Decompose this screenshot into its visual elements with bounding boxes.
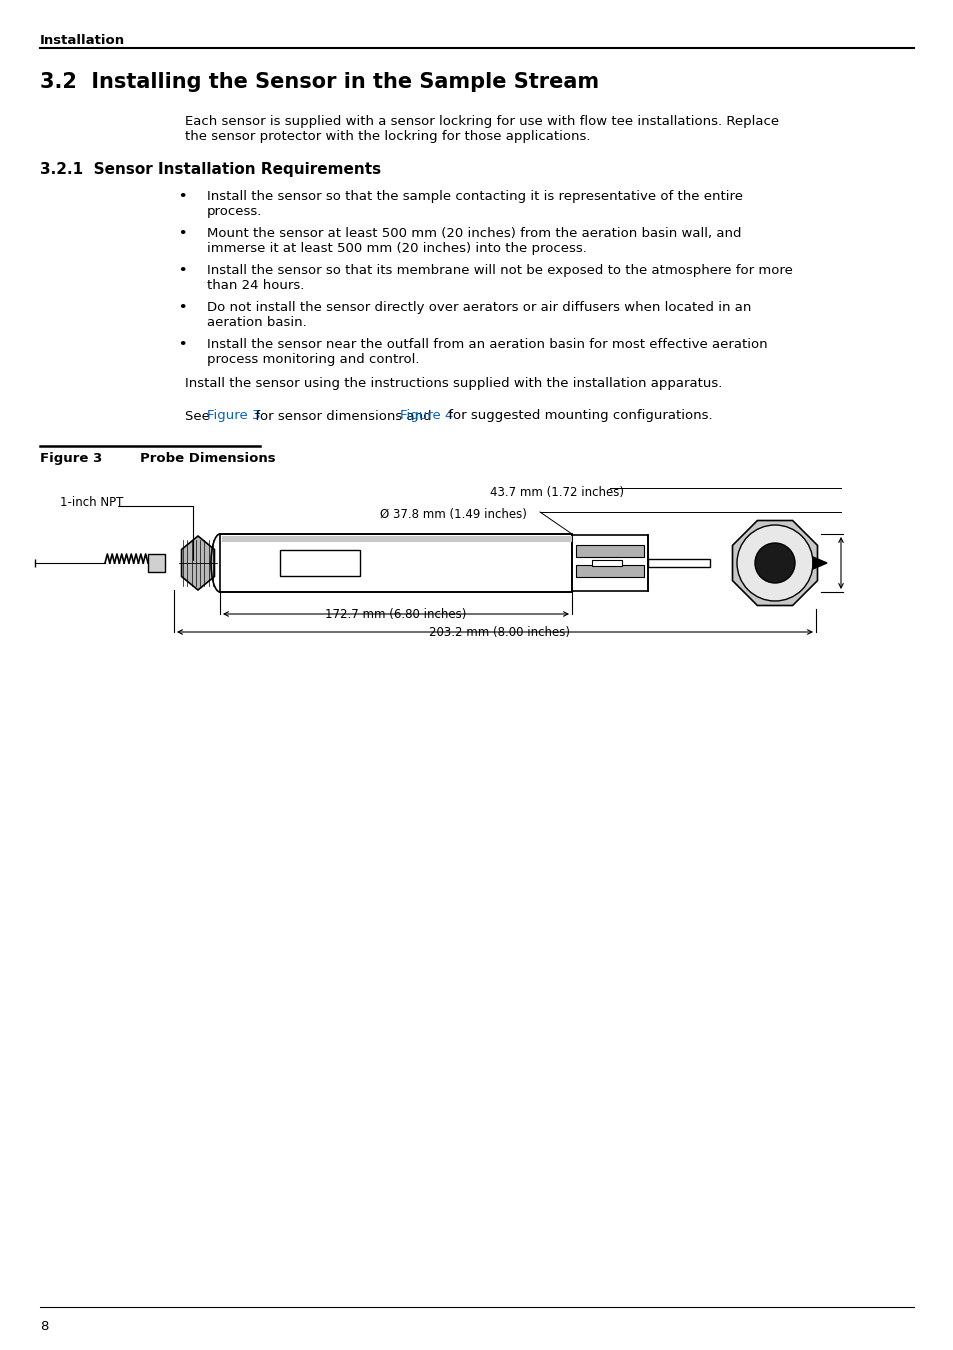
Text: 43.7 mm (1.72 inches): 43.7 mm (1.72 inches) <box>490 486 623 500</box>
Text: •: • <box>178 338 186 351</box>
Text: 8: 8 <box>40 1320 49 1332</box>
Bar <box>222 536 572 541</box>
Bar <box>647 559 709 567</box>
Text: for suggested mounting configurations.: for suggested mounting configurations. <box>444 409 712 423</box>
Bar <box>280 549 359 576</box>
Text: Figure 3: Figure 3 <box>207 409 260 423</box>
Polygon shape <box>812 558 826 568</box>
Bar <box>572 535 647 591</box>
Text: 1-inch NPT: 1-inch NPT <box>60 495 123 509</box>
Text: Do not install the sensor directly over aerators or air diffusers when located i: Do not install the sensor directly over … <box>207 301 751 329</box>
Bar <box>220 535 572 593</box>
Text: Figure 4: Figure 4 <box>400 409 454 423</box>
Bar <box>592 560 621 566</box>
Text: •: • <box>178 265 186 277</box>
Text: Each sensor is supplied with a sensor lockring for use with flow tee installatio: Each sensor is supplied with a sensor lo… <box>185 115 779 143</box>
Text: •: • <box>178 301 186 315</box>
Bar <box>148 554 165 572</box>
Text: Install the sensor so that its membrane will not be exposed to the atmosphere fo: Install the sensor so that its membrane … <box>207 265 792 292</box>
Circle shape <box>754 543 794 583</box>
Bar <box>220 535 572 593</box>
Text: 3.2.1  Sensor Installation Requirements: 3.2.1 Sensor Installation Requirements <box>40 162 381 177</box>
Text: Installation: Installation <box>40 34 125 47</box>
Text: Install the sensor near the outfall from an aeration basin for most effective ae: Install the sensor near the outfall from… <box>207 338 767 366</box>
Text: Probe Dimensions: Probe Dimensions <box>140 452 275 464</box>
Text: Install the sensor so that the sample contacting it is representative of the ent: Install the sensor so that the sample co… <box>207 190 742 217</box>
Text: See: See <box>185 409 213 423</box>
Text: 203.2 mm (8.00 inches): 203.2 mm (8.00 inches) <box>429 626 570 639</box>
Text: Install the sensor using the instructions supplied with the installation apparat: Install the sensor using the instruction… <box>185 377 721 390</box>
Polygon shape <box>181 536 214 590</box>
Text: •: • <box>178 190 186 202</box>
Text: •: • <box>178 227 186 240</box>
Text: Mount the sensor at least 500 mm (20 inches) from the aeration basin wall, and
i: Mount the sensor at least 500 mm (20 inc… <box>207 227 740 255</box>
Bar <box>576 545 643 558</box>
Text: 172.7 mm (6.80 inches): 172.7 mm (6.80 inches) <box>325 608 466 621</box>
Text: Figure 3: Figure 3 <box>40 452 102 464</box>
Polygon shape <box>732 521 817 606</box>
Circle shape <box>737 525 812 601</box>
Bar <box>576 566 643 576</box>
Text: Ø 37.8 mm (1.49 inches): Ø 37.8 mm (1.49 inches) <box>379 508 526 521</box>
Text: for sensor dimensions and: for sensor dimensions and <box>251 409 436 423</box>
Text: 3.2  Installing the Sensor in the Sample Stream: 3.2 Installing the Sensor in the Sample … <box>40 72 598 92</box>
